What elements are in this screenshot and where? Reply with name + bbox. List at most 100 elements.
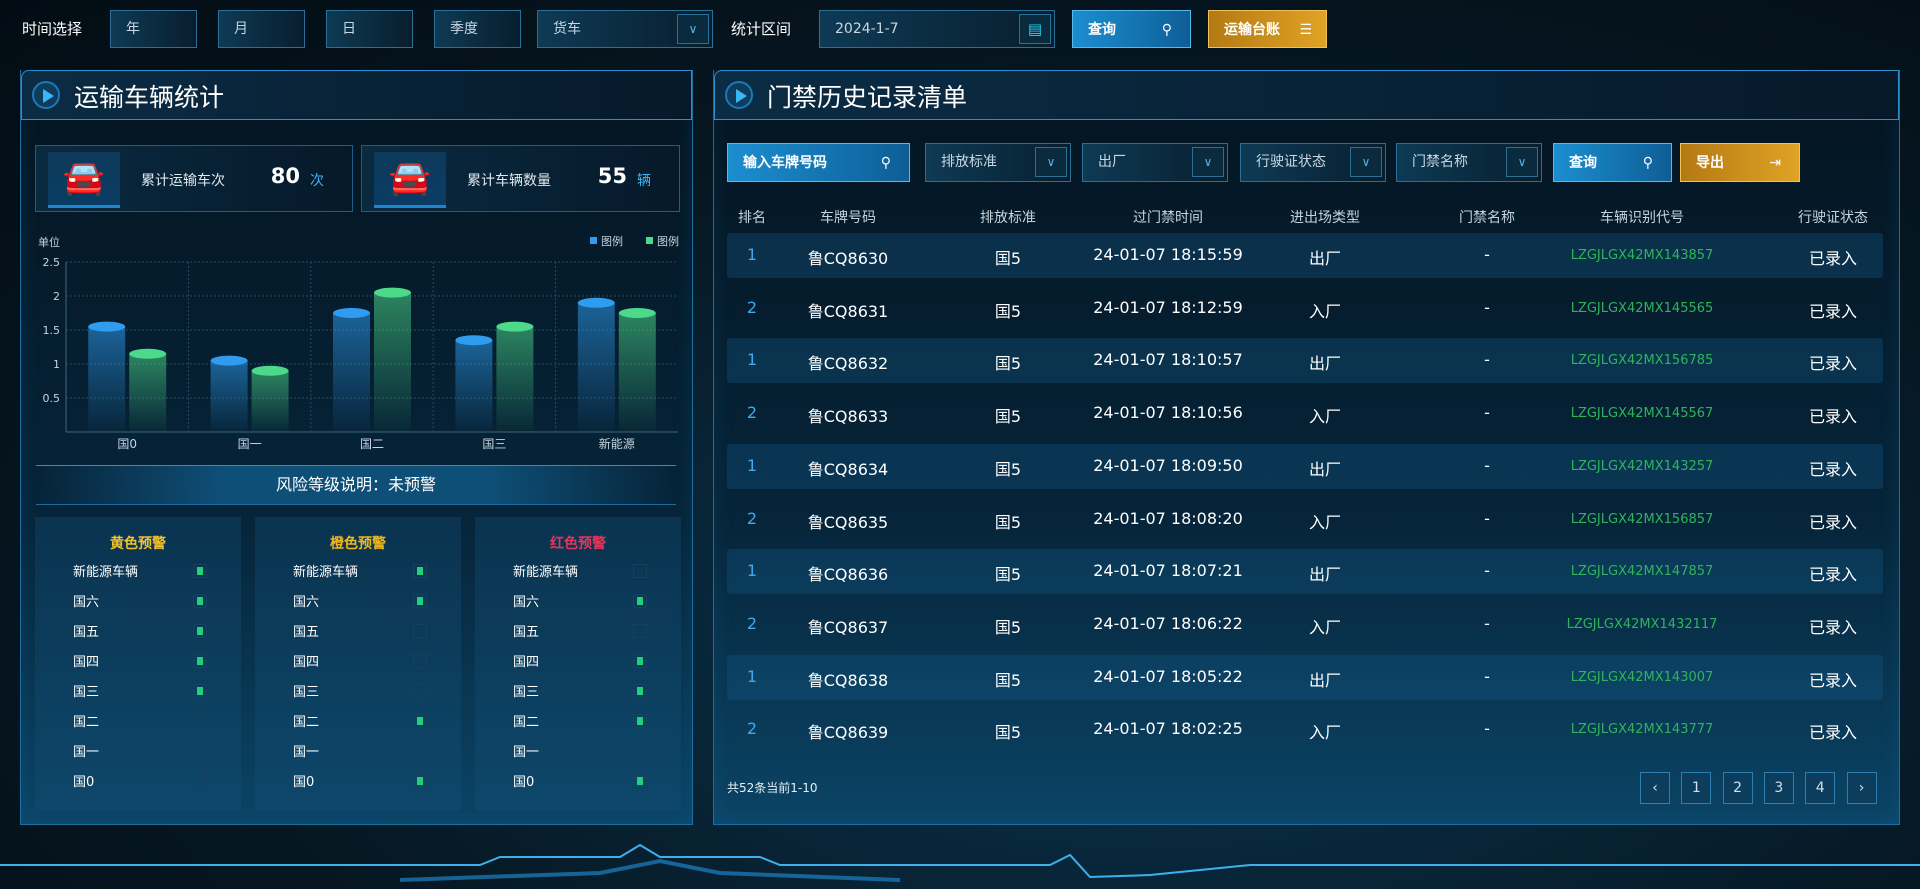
column-header[interactable]: 门禁名称 <box>1459 210 1515 226</box>
vehicle-type-select[interactable]: 货车 ∨ <box>537 10 713 48</box>
table-row[interactable]: 2 鲁CQ8639 国5 24-01-07 18:02:25 入厂 - LZGJLGX42M… <box>727 707 1883 752</box>
range-label: 统计区间 <box>731 20 792 38</box>
table-cell: 1 <box>746 561 758 581</box>
status-indicator <box>633 684 647 698</box>
table-row[interactable]: 1 鲁CQ8630 国5 24-01-07 18:15:59 出厂 - LZGJLGX42M… <box>727 233 1883 278</box>
warning-column: 黄色预警 新能源车辆 国六 国五 国四 国三 国二 国一 国0 <box>35 517 241 810</box>
direction-select[interactable]: 出厂 ∨ <box>1082 143 1228 182</box>
calendar-icon[interactable]: ▤ <box>1019 14 1051 44</box>
play-icon <box>32 81 60 109</box>
column-header[interactable]: 排名 <box>738 210 766 226</box>
stat-value: 80 <box>270 164 300 188</box>
stat-card-vehicles: 🚘 累计车辆数量 55 辆 <box>361 145 680 212</box>
table-row[interactable]: 1 鲁CQ8638 国5 24-01-07 18:05:22 出厂 - LZGJLGX42M… <box>727 654 1883 700</box>
chevron-down-icon[interactable]: ∨ <box>677 14 709 44</box>
warning-item-label: 国0 <box>513 775 535 790</box>
stat-card-trips: 🚘 累计运输车次 80 次 <box>35 145 353 212</box>
table-row[interactable]: 2 鲁CQ8631 国5 24-01-07 18:12:59 入厂 - LZGJLGX42M… <box>727 286 1883 331</box>
table-row[interactable]: 1 鲁CQ8636 国5 24-01-07 18:07:21 出厂 - LZGJLGX42M… <box>727 549 1883 595</box>
emission-select[interactable]: 排放标准 ∨ <box>925 143 1071 182</box>
table-cell: 鲁CQ8636 <box>807 565 889 585</box>
status-indicator <box>193 684 207 698</box>
table-cell: 出厂 <box>1308 670 1342 690</box>
warning-item-label: 国四 <box>513 655 540 670</box>
stat-value: 55 <box>597 164 627 188</box>
warning-item: 新能源车辆 <box>293 561 427 581</box>
chevron-down-icon[interactable]: ∨ <box>1506 147 1538 177</box>
page-next-button[interactable]: › <box>1846 772 1877 804</box>
table-cell: 鲁CQ8634 <box>807 459 889 479</box>
chevron-down-icon[interactable]: ∨ <box>1192 147 1224 177</box>
table-row[interactable]: 2 鲁CQ8635 国5 24-01-07 18:08:20 入厂 - LZGJLGX42M… <box>727 497 1883 542</box>
y-tick-label: 2.5 <box>43 256 61 269</box>
y-tick-label: 2 <box>53 290 60 303</box>
warning-item: 国四 <box>293 651 427 671</box>
status-indicator <box>633 774 647 788</box>
table-cell: LZGJLGX42MX145565 <box>1570 300 1714 316</box>
bar <box>210 360 248 432</box>
table-cell: LZGJLGX42MX1432117 <box>1566 616 1718 632</box>
table-cell: 已录入 <box>1808 723 1858 743</box>
table-cell: 24-01-07 18:05:22 <box>1093 666 1243 686</box>
table-cell: 国5 <box>994 354 1022 374</box>
warning-item-label: 国0 <box>293 775 315 790</box>
page-prev-button[interactable]: ‹ <box>1640 772 1670 804</box>
license-status-value: 行驶证状态 <box>1256 154 1326 170</box>
page-button[interactable]: 3 <box>1763 772 1794 804</box>
table-cell: 入厂 <box>1308 512 1342 532</box>
chevron-down-icon[interactable]: ∨ <box>1350 147 1382 177</box>
page-button[interactable]: 2 <box>1722 772 1753 804</box>
x-tick-label: 新能源 <box>599 436 635 451</box>
table-cell: 2 <box>746 403 758 423</box>
bar <box>455 340 493 432</box>
quarter-input[interactable]: 季度 <box>434 10 521 48</box>
warning-item: 国二 <box>293 711 427 731</box>
month-input[interactable]: 月 <box>218 10 305 48</box>
year-input[interactable]: 年 <box>110 10 197 48</box>
page-button[interactable]: 1 <box>1681 772 1712 804</box>
page-button[interactable]: 4 <box>1805 772 1836 804</box>
chevron-down-icon[interactable]: ∨ <box>1035 147 1067 177</box>
column-header[interactable]: 进出场类型 <box>1290 210 1360 226</box>
query-label: 查询 <box>1569 155 1597 171</box>
table-cell: 1 <box>746 455 758 475</box>
status-indicator <box>193 714 207 728</box>
column-header[interactable]: 行驶证状态 <box>1798 210 1868 226</box>
table-row[interactable]: 2 鲁CQ8633 国5 24-01-07 18:10:56 入厂 - LZGJLGX42M… <box>727 391 1883 436</box>
search-icon: ⚲ <box>1161 22 1172 38</box>
day-input[interactable]: 日 <box>326 10 413 48</box>
status-indicator <box>413 714 427 728</box>
table-cell: 24-01-07 18:07:21 <box>1093 561 1243 581</box>
status-indicator <box>633 624 647 638</box>
table-row[interactable]: 1 鲁CQ8634 国5 24-01-07 18:09:50 出厂 - LZGJLGX42M… <box>727 443 1883 489</box>
warning-item-label: 国四 <box>73 655 100 670</box>
warning-item-label: 国一 <box>513 745 540 760</box>
table-cell: - <box>1484 508 1490 528</box>
query-button[interactable]: 查询 ⚲ <box>1072 10 1191 48</box>
stat-unit: 辆 <box>637 173 651 189</box>
table-row[interactable]: 1 鲁CQ8632 国5 24-01-07 18:10:57 出厂 - LZGJLGX42M… <box>727 338 1883 384</box>
column-header[interactable]: 过门禁时间 <box>1133 210 1203 226</box>
y-axis-label: 单位 <box>38 235 60 249</box>
table-cell: 国5 <box>994 249 1022 268</box>
status-indicator <box>633 654 647 668</box>
warning-item: 国0 <box>73 771 207 791</box>
license-status-select[interactable]: 行驶证状态 ∨ <box>1240 143 1386 182</box>
column-header[interactable]: 排放标准 <box>980 210 1036 226</box>
export-button[interactable]: 导出 ⇥ <box>1680 143 1800 182</box>
table-cell: - <box>1484 350 1490 370</box>
warning-item-label: 国五 <box>513 625 540 640</box>
warning-item-label: 国一 <box>73 745 100 760</box>
table-cell: 24-01-07 18:02:25 <box>1093 719 1243 739</box>
table-row[interactable]: 2 鲁CQ8637 国5 24-01-07 18:06:22 入厂 - LZGJLGX42M… <box>727 602 1883 647</box>
column-header[interactable]: 车辆识别代号 <box>1600 210 1684 226</box>
warning-item-label: 国二 <box>293 715 320 730</box>
plate-search-input[interactable]: 输入车牌号码 ⚲ <box>727 143 910 182</box>
date-input[interactable]: 2024-1-7 ▤ <box>819 10 1055 48</box>
column-header[interactable]: 车牌号码 <box>820 210 876 226</box>
gate-name-select[interactable]: 门禁名称 ∨ <box>1396 143 1542 182</box>
table-cell: 24-01-07 18:06:22 <box>1093 613 1243 633</box>
table-query-button[interactable]: 查询 ⚲ <box>1553 143 1672 182</box>
status-indicator <box>633 564 647 578</box>
transport-ledger-button[interactable]: 运输台账 ☰ <box>1208 10 1327 48</box>
